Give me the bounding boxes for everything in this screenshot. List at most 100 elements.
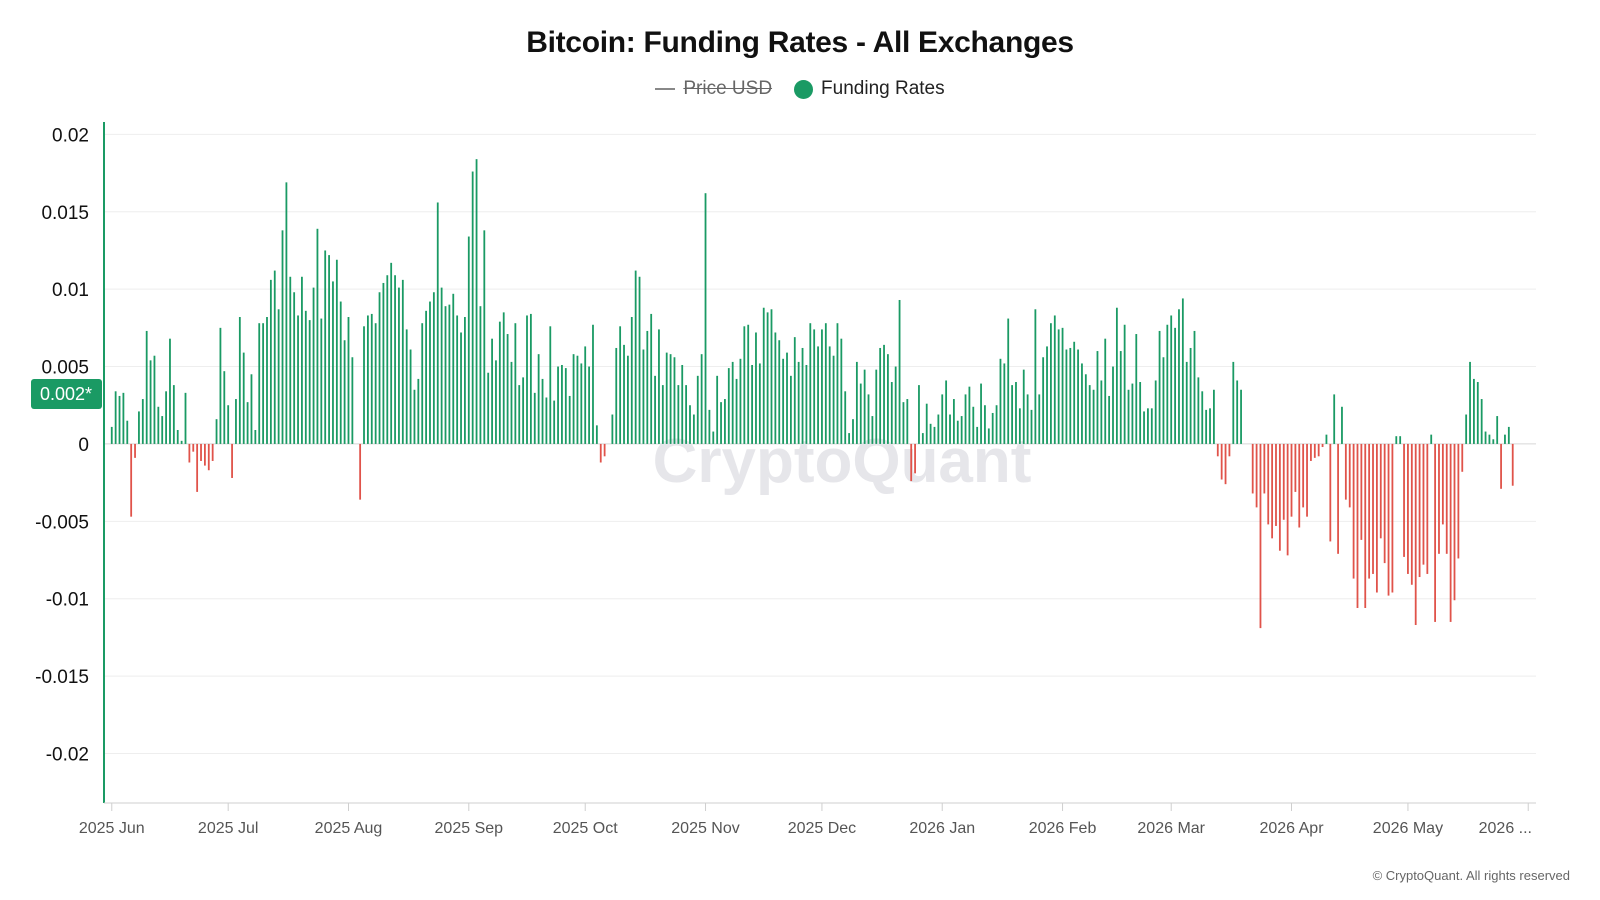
funding-rate-bar[interactable] — [1372, 443, 1374, 574]
funding-rate-bar[interactable] — [1123, 324, 1126, 444]
funding-rate-bar[interactable] — [223, 371, 226, 444]
funding-rate-bar[interactable] — [665, 352, 668, 444]
funding-rate-bar[interactable] — [1189, 347, 1192, 444]
funding-rate-bar[interactable] — [1391, 443, 1394, 593]
funding-rate-bar[interactable] — [836, 323, 839, 444]
funding-rate-bar[interactable] — [1356, 443, 1359, 608]
funding-rate-bar[interactable] — [1150, 408, 1153, 444]
funding-rate-bar[interactable] — [813, 329, 816, 444]
funding-rate-bar[interactable] — [724, 399, 726, 444]
funding-rate-bar[interactable] — [176, 430, 179, 444]
funding-rate-bar[interactable] — [1383, 443, 1386, 564]
funding-rate-bar[interactable] — [1166, 324, 1169, 444]
funding-rate-bar[interactable] — [215, 419, 218, 444]
funding-rate-bar[interactable] — [1476, 382, 1479, 444]
funding-rate-bar[interactable] — [169, 338, 171, 444]
funding-rate-bar[interactable] — [863, 369, 866, 444]
funding-rate-bar[interactable] — [1135, 334, 1138, 444]
funding-rate-bar[interactable] — [1115, 307, 1118, 444]
funding-rate-bar[interactable] — [1104, 338, 1107, 444]
funding-rate-bar[interactable] — [1480, 399, 1483, 444]
funding-rate-bar[interactable] — [921, 433, 924, 444]
funding-rate-bar[interactable] — [1426, 443, 1429, 574]
funding-rate-bar[interactable] — [925, 403, 928, 444]
funding-rate-bar[interactable] — [1092, 389, 1095, 444]
funding-rate-bar[interactable] — [277, 309, 280, 444]
funding-rate-bar[interactable] — [506, 334, 509, 444]
funding-rate-bar[interactable] — [332, 281, 334, 444]
funding-rate-bar[interactable] — [110, 426, 113, 444]
funding-rate-bar[interactable] — [572, 354, 575, 444]
funding-rate-bar[interactable] — [1073, 341, 1076, 444]
funding-rate-bar[interactable] — [1154, 380, 1157, 444]
funding-rate-bar[interactable] — [1139, 382, 1142, 444]
funding-rate-bar[interactable] — [1496, 416, 1499, 444]
funding-rate-bar[interactable] — [968, 386, 971, 444]
funding-rate-bar[interactable] — [817, 346, 819, 444]
funding-rate-bar[interactable] — [1492, 439, 1495, 444]
funding-rate-bar[interactable] — [370, 313, 373, 444]
funding-rate-bar[interactable] — [398, 287, 400, 444]
funding-rate-bar[interactable] — [491, 338, 493, 444]
funding-rate-bar[interactable] — [1084, 374, 1087, 444]
funding-rate-bar[interactable] — [848, 433, 851, 444]
funding-rate-bar[interactable] — [941, 394, 944, 444]
funding-rate-bar[interactable] — [1216, 443, 1219, 457]
funding-rate-bar[interactable] — [1278, 443, 1281, 551]
funding-rate-bar[interactable] — [720, 402, 722, 444]
funding-rate-bar[interactable] — [1310, 443, 1312, 461]
funding-rate-bar[interactable] — [537, 354, 540, 444]
funding-rate-bar[interactable] — [273, 270, 276, 444]
funding-rate-bar[interactable] — [914, 443, 916, 474]
funding-rate-bar[interactable] — [1430, 434, 1433, 444]
funding-rate-bar[interactable] — [312, 287, 315, 444]
funding-rate-bar[interactable] — [747, 324, 750, 444]
funding-rate-bar[interactable] — [1050, 323, 1052, 444]
funding-rate-bar[interactable] — [262, 323, 265, 444]
funding-rate-bar[interactable] — [421, 323, 424, 444]
funding-rate-bar[interactable] — [188, 443, 191, 463]
funding-rate-bar[interactable] — [1418, 443, 1421, 578]
funding-rate-bar[interactable] — [1352, 443, 1355, 579]
funding-rate-bar[interactable] — [867, 394, 870, 444]
funding-rate-bar[interactable] — [165, 391, 167, 444]
funding-rate-bar[interactable] — [436, 202, 439, 444]
funding-rate-bar[interactable] — [351, 357, 354, 444]
funding-rate-bar[interactable] — [386, 275, 389, 444]
funding-rate-bar[interactable] — [1449, 443, 1452, 622]
funding-rate-bar[interactable] — [1379, 443, 1382, 539]
funding-rate-bar[interactable] — [751, 364, 753, 444]
funding-rate-bar[interactable] — [1240, 389, 1242, 444]
funding-rate-bar[interactable] — [153, 355, 156, 444]
funding-rate-bar[interactable] — [797, 361, 800, 444]
funding-rate-bar[interactable] — [207, 443, 210, 471]
funding-rate-bar[interactable] — [894, 366, 897, 444]
funding-rate-bar[interactable] — [743, 326, 746, 444]
funding-rate-bar[interactable] — [859, 383, 862, 444]
funding-rate-bar[interactable] — [518, 385, 521, 444]
funding-rate-bar[interactable] — [1170, 315, 1173, 444]
funding-rate-bar[interactable] — [716, 375, 719, 444]
funding-rate-bar[interactable] — [1181, 298, 1184, 444]
funding-rate-bar[interactable] — [972, 406, 975, 444]
legend-item-price[interactable]: Price USD — [655, 78, 772, 100]
funding-rate-bar[interactable] — [347, 317, 350, 444]
funding-rate-bar[interactable] — [1461, 443, 1464, 472]
funding-rate-bar[interactable] — [1057, 329, 1060, 444]
funding-rate-bar[interactable] — [1488, 434, 1491, 444]
funding-rate-bar[interactable] — [510, 361, 513, 444]
funding-rate-bar[interactable] — [374, 323, 377, 444]
funding-rate-bar[interactable] — [1511, 443, 1514, 486]
funding-rate-bar[interactable] — [1162, 357, 1165, 444]
funding-rate-bar[interactable] — [293, 292, 296, 444]
funding-rate-bar[interactable] — [122, 392, 125, 444]
funding-rate-bar[interactable] — [789, 375, 792, 444]
funding-rate-bar[interactable] — [696, 375, 699, 444]
funding-rate-bar[interactable] — [258, 323, 261, 444]
funding-rate-bar[interactable] — [623, 344, 625, 444]
funding-rate-bar[interactable] — [238, 317, 241, 444]
funding-rate-bar[interactable] — [483, 230, 486, 444]
funding-rate-bar[interactable] — [541, 378, 544, 444]
funding-rate-bar[interactable] — [638, 276, 641, 444]
funding-rate-bar[interactable] — [832, 355, 835, 444]
